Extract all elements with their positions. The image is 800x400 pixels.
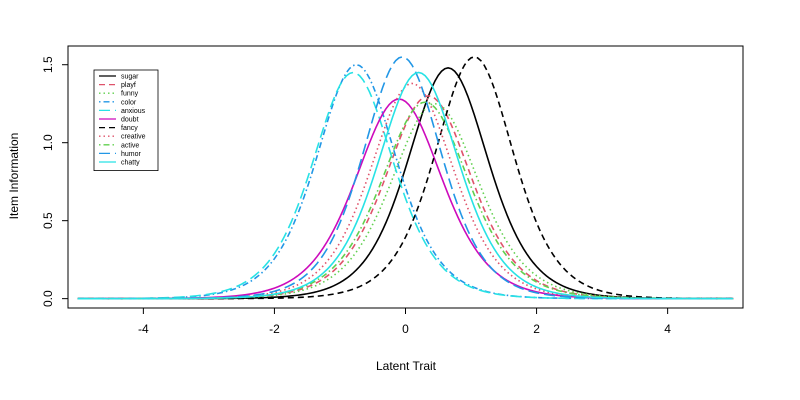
series-line-funny [77, 102, 734, 300]
legend-label: playf [121, 82, 136, 89]
x-tick-label: 4 [664, 322, 671, 336]
y-axis-label: Item Information [7, 133, 21, 220]
legend-label: fancy [121, 125, 138, 132]
legend-label: sugar [121, 74, 139, 81]
series-line-color [77, 63, 734, 300]
x-tick-label: 2 [533, 322, 540, 336]
legend-label: funny [121, 91, 139, 98]
series-line-chatty [77, 71, 734, 300]
axes-layer: -4 -2 0 2 4 0.0 0.5 1.0 1.5 [41, 56, 671, 336]
y-tick-label: 0.0 [41, 290, 55, 307]
y-tick-label: 0.5 [41, 212, 55, 229]
x-tick-label: -2 [269, 322, 280, 336]
legend-label: anxious [121, 108, 146, 115]
legend-label: chatty [121, 160, 140, 167]
y-tick-label: 1.5 [41, 56, 55, 73]
x-tick-label: 0 [402, 322, 409, 336]
series-line-fancy [77, 56, 734, 300]
x-axis-label: Latent Trait [376, 359, 437, 373]
legend-label: creative [121, 134, 146, 141]
y-tick-label: 1.0 [41, 134, 55, 151]
legend-label: active [121, 142, 139, 149]
series-layer [77, 56, 734, 300]
legend-label: doubt [121, 117, 139, 124]
x-tick-label: -4 [138, 322, 149, 336]
legend-label: color [121, 99, 137, 106]
legend-label: humor [121, 151, 142, 158]
series-line-humor [77, 56, 734, 300]
series-line-creative [77, 82, 734, 300]
